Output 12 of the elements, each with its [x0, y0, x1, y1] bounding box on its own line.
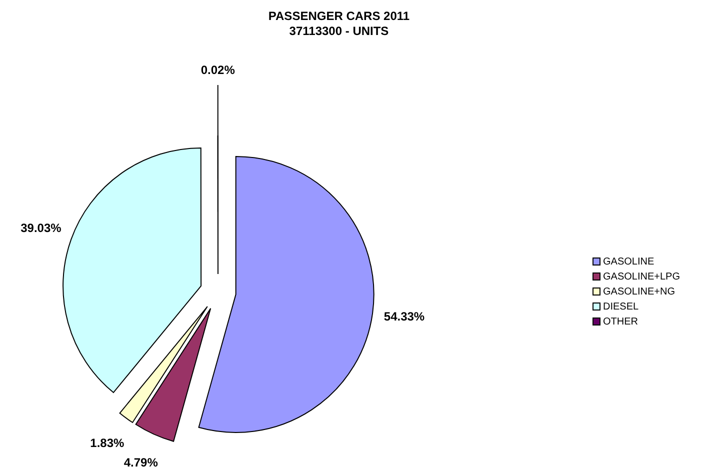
- legend-label: GASOLINE: [603, 256, 654, 268]
- data-label: 4.79%: [124, 456, 158, 470]
- legend-label: OTHER: [603, 316, 638, 328]
- chart-subtitle: 37113300 - UNITS: [289, 24, 389, 38]
- data-label: 54.33%: [384, 310, 425, 324]
- legend-label: GASOLINE+NG: [603, 286, 676, 298]
- legend-label: GASOLINE+LPG: [603, 272, 680, 283]
- chart-title: PASSENGER CARS 2011: [268, 9, 410, 23]
- data-label: 39.03%: [20, 220, 62, 235]
- legend-label: DIESEL: [603, 302, 640, 313]
- data-label: 1.83%: [90, 436, 124, 450]
- data-label: 0.02%: [200, 63, 236, 78]
